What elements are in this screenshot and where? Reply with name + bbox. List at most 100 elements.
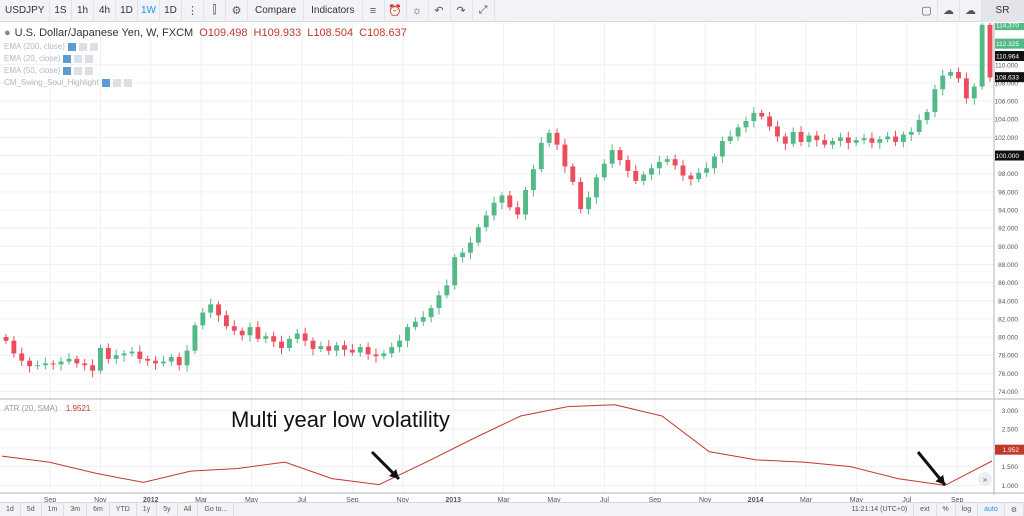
range-5d[interactable]: 5d [21, 502, 42, 516]
layout-icon[interactable]: ▢ [916, 0, 938, 22]
candle-body [137, 351, 143, 359]
option-label: auto [984, 506, 998, 513]
cloud-load-icon[interactable]: ☁ [960, 0, 982, 22]
percent-toggle[interactable]: % [937, 502, 956, 516]
settings-icon[interactable] [78, 42, 87, 51]
resolution-1s[interactable]: 1S [50, 0, 72, 22]
range-label: All [183, 506, 192, 513]
candle-body [342, 345, 347, 350]
candle-body [971, 86, 977, 99]
candle-body [727, 136, 733, 142]
templates-icon[interactable]: ≡ [363, 0, 385, 22]
candle-body [412, 321, 418, 328]
candle-body [837, 137, 843, 142]
atr-value: 1.9521 [65, 404, 91, 413]
more-resolutions-icon[interactable]: ⋮ [182, 0, 204, 22]
range-1y[interactable]: 1y [137, 502, 158, 516]
indicators-button[interactable]: Indicators [304, 0, 363, 22]
range-5y[interactable]: 5y [157, 502, 178, 516]
alert-icon[interactable]: ⏰ [385, 0, 407, 22]
candle-body [649, 168, 654, 175]
candle-body [223, 315, 229, 327]
candle-body [286, 338, 292, 348]
atr-value-badge-text: 1.952 [1003, 447, 1020, 454]
close-icon[interactable] [85, 54, 94, 63]
resolution-1d-alt[interactable]: 1D [160, 0, 182, 22]
study-ema-200[interactable]: EMA (200, close) [4, 42, 407, 51]
y-tick-label: 98.000 [998, 171, 1018, 178]
lightbulb-icon[interactable]: ☼ [407, 0, 429, 22]
resolution-4h[interactable]: 4h [94, 0, 116, 22]
price-label-badge [995, 38, 1024, 49]
user-button[interactable]: SR [982, 0, 1024, 22]
close-icon[interactable] [85, 66, 94, 75]
candle-body [58, 361, 64, 365]
candle-body [798, 131, 804, 142]
ext-toggle[interactable]: ext [914, 502, 937, 516]
range-label: 5y [163, 506, 171, 513]
symbol-search[interactable]: USDJPY [0, 0, 50, 22]
range-3m[interactable]: 3m [64, 502, 88, 516]
goto-button[interactable]: Go to... [198, 502, 235, 516]
candle-body [436, 295, 442, 309]
candle-body [129, 351, 135, 354]
study-ema-50[interactable]: EMA (50, close) [4, 66, 407, 75]
chart-settings-icon[interactable]: ⚙ [1005, 502, 1024, 516]
compare-button[interactable]: Compare [248, 0, 305, 22]
range-label: YTD [115, 506, 130, 513]
resolution-1h[interactable]: 1h [72, 0, 94, 22]
candle-body [578, 181, 584, 210]
price-label-text: 108.633 [996, 75, 1020, 82]
cloud-save-icon[interactable]: ☁ [938, 0, 960, 22]
log-toggle[interactable]: log [956, 502, 979, 516]
x-tick-label: Sep [44, 497, 57, 502]
eye-icon[interactable] [63, 66, 72, 75]
range-6m[interactable]: 6m [87, 502, 110, 516]
gear-icon[interactable]: ⚙ [226, 0, 248, 22]
candle-body [255, 327, 261, 339]
settings-icon[interactable] [74, 66, 83, 75]
settings-icon[interactable] [74, 54, 83, 63]
study-swing[interactable]: CM_Swing_Soul_Highlight [4, 78, 407, 87]
candle-body [326, 346, 332, 351]
close-icon[interactable] [89, 42, 98, 51]
undo-icon[interactable]: ↶ [429, 0, 451, 22]
atr-tick-label: 1.500 [1002, 464, 1019, 471]
eye-icon[interactable] [63, 54, 72, 63]
resolution-1d[interactable]: 1D [116, 0, 138, 22]
atr-line [1, 404, 993, 486]
range-1d[interactable]: 1d [0, 502, 21, 516]
study-ema-20[interactable]: EMA (20, close) [4, 54, 407, 63]
option-label: ext [920, 506, 930, 513]
annotation-arrow-2-head [935, 474, 945, 485]
range-all[interactable]: All [178, 502, 199, 516]
range-label: 5d [26, 506, 35, 513]
candle-body [759, 112, 765, 117]
candle-body [365, 347, 371, 355]
redo-icon[interactable]: ↷ [451, 0, 473, 22]
candle-body [499, 195, 505, 203]
candles-style-icon[interactable]: ⫿ [204, 0, 226, 22]
y-tick-label: 88.000 [998, 262, 1018, 269]
eye-icon[interactable] [101, 78, 110, 87]
eye-icon[interactable] [67, 42, 76, 51]
fullscreen-icon[interactable]: ⤢ [473, 0, 495, 22]
candle-body [483, 215, 489, 228]
close-icon[interactable] [123, 78, 132, 87]
range-ytd[interactable]: YTD [110, 502, 137, 516]
price-chart[interactable]: Sep Nov 2012 Mar May Jul Sep Nov 2013 Mar May Jul Se… [0, 23, 1024, 502]
candle-body [231, 326, 237, 331]
candle-body [688, 175, 694, 180]
price-label-text: 110.964 [996, 54, 1019, 61]
candle-body [806, 135, 812, 142]
candle-body [397, 340, 403, 348]
auto-toggle[interactable]: auto [978, 502, 1005, 516]
study-label: EMA (50, close) [4, 66, 61, 75]
candle-body [334, 345, 340, 351]
range-1m[interactable]: 1m [42, 502, 65, 516]
settings-icon[interactable] [112, 78, 121, 87]
study-label: CM_Swing_Soul_Highlight [4, 78, 99, 87]
resolution-1w[interactable]: 1W [138, 0, 160, 22]
scroll-right-icon[interactable]: » [978, 472, 992, 486]
candle-body [948, 72, 954, 76]
